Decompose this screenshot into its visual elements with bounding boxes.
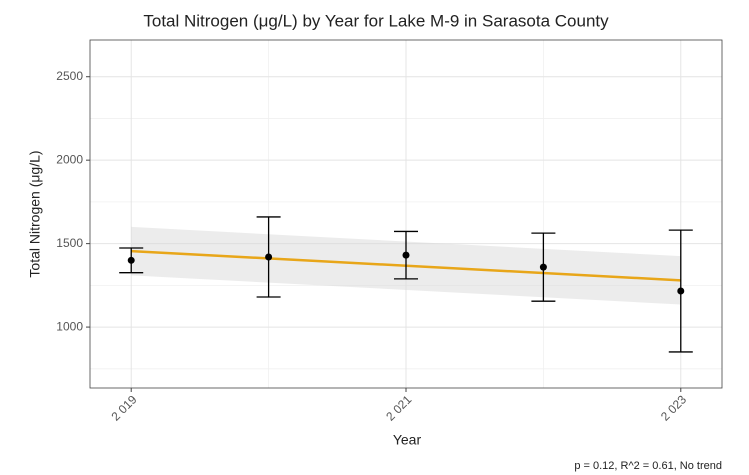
data-point — [127, 256, 135, 264]
plot-border — [89, 39, 723, 389]
y-tick-label: 1500 — [56, 236, 83, 250]
y-tick-label: 1000 — [56, 319, 83, 333]
y-tick-label: 2500 — [56, 69, 83, 83]
chart-title: Total Nitrogen (μg/L) by Year for Lake M… — [143, 11, 609, 30]
data-point — [677, 287, 685, 295]
caption: p = 0.12, R^2 = 0.61, No trend — [574, 460, 722, 472]
x-tick-label: 2 023 — [658, 392, 689, 423]
data-point — [402, 251, 410, 259]
data-point — [539, 263, 547, 271]
y-tick-label: 2000 — [56, 152, 83, 166]
x-axis-label: Year — [393, 432, 422, 448]
x-tick-label: 2 019 — [108, 392, 139, 423]
data-point — [265, 253, 273, 261]
y-axis-label: Total Nitrogen (μg/L) — [27, 150, 43, 277]
x-tick-label: 2 021 — [383, 392, 414, 423]
